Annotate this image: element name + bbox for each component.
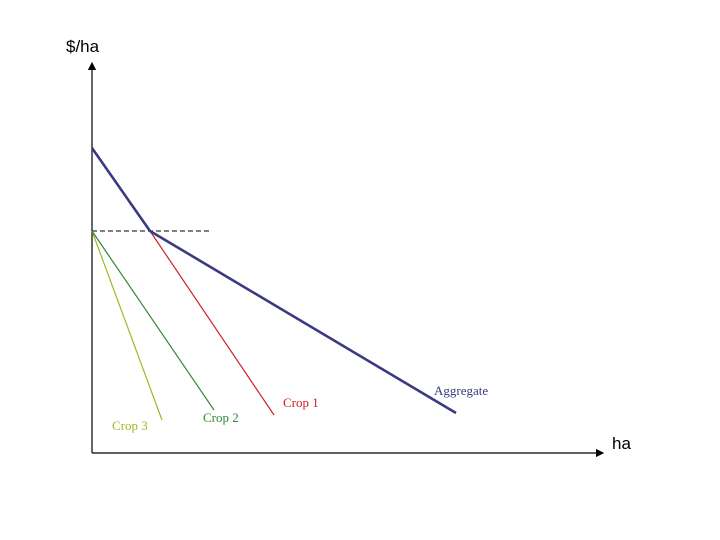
crop-2-label: Crop 2 [203, 410, 239, 425]
crop-3-curve [91, 230, 163, 421]
aggregate-label: Aggregate [434, 383, 488, 398]
x-axis-label: ha [612, 434, 631, 453]
crop-2-curve [91, 230, 215, 411]
y-axis-label: $/ha [66, 37, 100, 56]
crop-1-label: Crop 1 [283, 395, 319, 410]
crop-3-label: Crop 3 [112, 418, 148, 433]
crop-1-curve [149, 230, 275, 416]
aggregate-curve [90, 147, 457, 415]
